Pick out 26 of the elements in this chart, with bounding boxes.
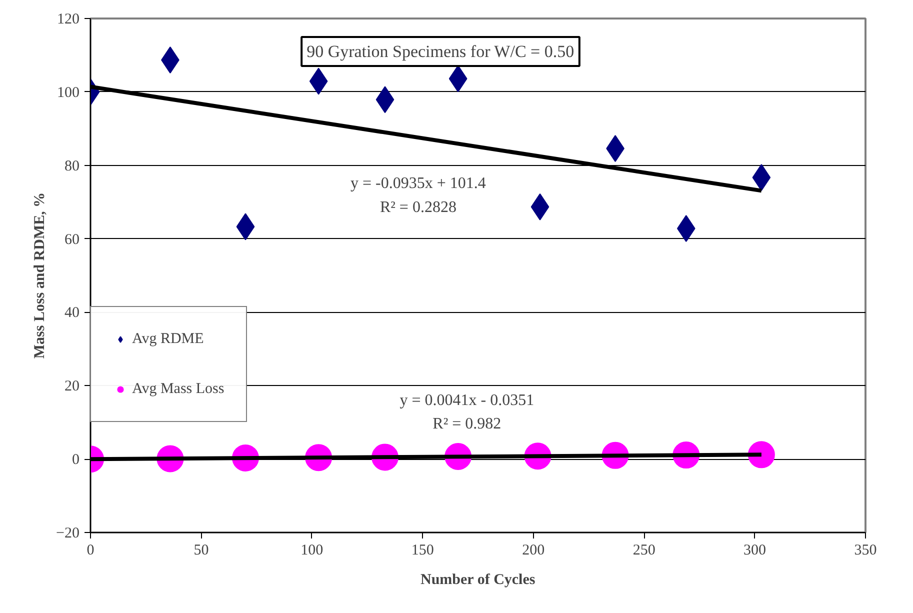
y-tick-label: −20 xyxy=(56,526,80,542)
x-tick-label: 250 xyxy=(632,542,656,558)
y-tick-label: 40 xyxy=(64,305,80,322)
text: 90 Gyration Specimens for W/C = 0.50 xyxy=(306,42,574,62)
x-tick-label: 350 xyxy=(854,542,877,558)
y-tick-label: 60 xyxy=(64,232,80,248)
y-tick-label: 120 xyxy=(57,12,80,28)
annotation: R² = 0.982 xyxy=(432,416,502,433)
annotation: y = 0.0041x - 0.0351 xyxy=(400,392,534,409)
legend-label: Avg RDME xyxy=(132,330,204,348)
y-tick-label: 80 xyxy=(64,158,80,174)
y-tick-label: 20 xyxy=(64,378,80,395)
legend-label: Avg Mass Loss xyxy=(132,380,224,398)
x-tick-label: 150 xyxy=(411,542,434,558)
x-axis-title: Number of Cycles xyxy=(420,572,536,588)
y-tick-label: 0 xyxy=(72,452,80,468)
point xyxy=(748,441,775,468)
y-tick-label: 100 xyxy=(57,84,80,101)
x-tick-label: 300 xyxy=(744,542,766,558)
annotation: R² = 0.2828 xyxy=(380,199,456,216)
x-tick-label: 200 xyxy=(522,542,545,558)
y-axis-title: Mass Loss and RDME, % xyxy=(32,192,48,359)
x-tick-label: 0 xyxy=(86,542,94,558)
x-tick-label: 50 xyxy=(194,542,209,558)
annotation: y = -0.0935x + 101.4 xyxy=(350,175,486,192)
x-tick-label: 100 xyxy=(300,542,324,558)
